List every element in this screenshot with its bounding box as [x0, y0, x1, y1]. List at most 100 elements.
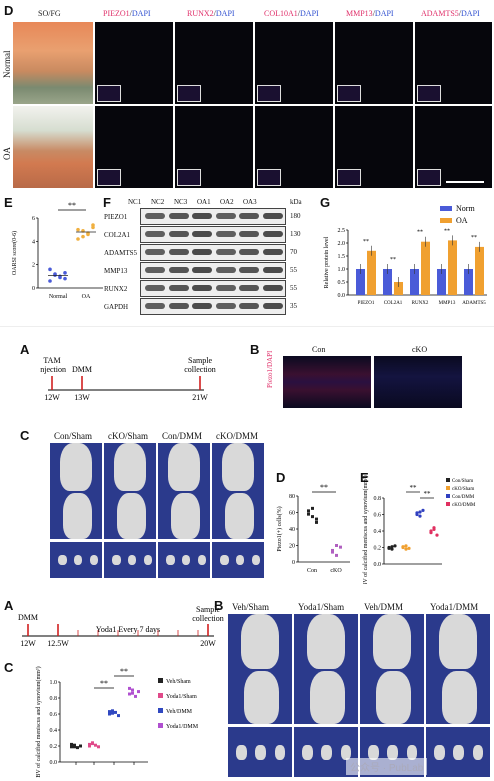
- femur: [240, 614, 280, 669]
- blot-band: [239, 213, 259, 219]
- scale-bar: [446, 181, 484, 183]
- blot-band: [168, 303, 189, 309]
- ct-header: Yoda1/Sham: [298, 602, 345, 612]
- data-point: [404, 547, 408, 551]
- sig-label: **: [410, 484, 418, 492]
- x-tick-label: OA: [82, 294, 91, 300]
- fig2-panel-label-c: C: [20, 428, 30, 443]
- data-point: [114, 710, 117, 714]
- if-con: [283, 356, 371, 408]
- kda-mark: 55: [290, 284, 297, 292]
- chart-e2: 0.0 0.2 0.4 0.6 0.8 BV of calcified meniscus …: [362, 475, 476, 584]
- marker-name: ADAMTS5: [421, 9, 459, 18]
- sig-label: **: [417, 230, 423, 236]
- y-tick-label: 0.2: [374, 546, 382, 552]
- watermark: 公众号 · PubLab: [346, 758, 428, 775]
- if-normal-adamts5: [415, 22, 492, 104]
- if-header-con: Con: [312, 345, 326, 354]
- ct-knee-panel: [426, 614, 490, 724]
- x-tick-label: COL2A1: [384, 301, 403, 306]
- marker-sep: /: [129, 9, 132, 18]
- meniscus-fragment: [406, 744, 418, 760]
- ct-meniscus-panel: [212, 542, 264, 578]
- chart-g: 0.0 0.5 1.0 1.5 2.0 2.5 Relative protein level…: [324, 204, 487, 306]
- x-tick-label: MMP13: [439, 301, 456, 306]
- y-tick-label: 80: [289, 494, 295, 500]
- legend-swatch: [158, 723, 163, 728]
- marker-name: MMP13: [346, 9, 373, 18]
- meniscus-fragment: [127, 554, 137, 566]
- timeline-3: 12W 12.5W 20W DMM Yoda1 Every 7 days Sampleco…: [18, 605, 224, 648]
- tick-label: 20W: [200, 639, 216, 648]
- event-label: TAM: [43, 356, 60, 365]
- x-tick-label: cKO: [330, 568, 342, 574]
- blot-band: [145, 231, 165, 237]
- data-point: [131, 688, 134, 692]
- legend-swatch: [446, 494, 450, 498]
- x-tick-label: PIEZO1: [358, 301, 375, 306]
- y-tick-label: 0: [32, 286, 35, 292]
- y-tick-label: 0.8: [374, 496, 382, 502]
- sig-label: **: [320, 483, 328, 492]
- protein-label: PIEZO1: [104, 213, 128, 221]
- data-point: [111, 711, 114, 715]
- data-point: [401, 545, 405, 549]
- y-tick-label: 0.0: [50, 760, 58, 766]
- marker-sep: /: [297, 9, 301, 18]
- legend-swatch: [158, 678, 163, 683]
- meniscus-fragment: [472, 744, 484, 760]
- blot-band: [262, 303, 283, 309]
- blot-band: [192, 249, 212, 255]
- meniscus-fragment: [255, 744, 267, 760]
- kda-mark: 130: [290, 230, 301, 238]
- data-point: [111, 709, 114, 713]
- chart-e: 0 2 4 6 OARSI score(0-6) Normal OA **: [11, 201, 103, 300]
- meniscus-fragment: [197, 554, 207, 566]
- meniscus-fragment: [368, 744, 379, 760]
- tibia: [310, 671, 346, 724]
- if-oa-piezo1: [95, 106, 173, 188]
- data-point: [73, 745, 76, 749]
- data-point: [390, 545, 394, 549]
- if-header-cko: cKO: [412, 345, 428, 354]
- data-point: [435, 533, 439, 537]
- y-tick-label: 6: [32, 216, 35, 222]
- fig3-panel-label-c: C: [4, 660, 14, 675]
- data-point: [79, 744, 82, 748]
- meniscus-fragment: [143, 554, 153, 566]
- legend-label: OA: [456, 216, 468, 225]
- bar: [356, 269, 365, 295]
- meniscus-fragment: [453, 744, 465, 760]
- dapi-label: DAPI: [300, 9, 319, 18]
- femur: [222, 443, 254, 491]
- y-tick-label: 2: [32, 263, 35, 269]
- legend-label: Veh/DMM: [166, 709, 193, 715]
- y-axis-label: Relative protein level: [324, 236, 330, 288]
- protein-label: ADAMTS5: [104, 249, 138, 257]
- legend-swatch: [440, 206, 452, 211]
- data-point: [335, 553, 338, 557]
- data-point: [311, 506, 314, 510]
- tibia: [225, 492, 254, 539]
- data-point: [418, 510, 422, 514]
- blot-band: [215, 249, 236, 255]
- ct-knee-panel: [360, 614, 424, 724]
- y-tick-label: 1.0: [338, 267, 346, 273]
- data-point: [88, 744, 91, 748]
- blot-strip: [140, 226, 286, 243]
- blot-band: [239, 249, 259, 255]
- event-label: injection: [40, 365, 66, 374]
- ct-knee-panel: [212, 443, 264, 539]
- blot-band: [145, 213, 165, 219]
- data-point: [393, 544, 397, 548]
- data-point: [53, 273, 57, 277]
- data-point: [94, 743, 97, 747]
- marker-name: PIEZO1: [103, 9, 130, 18]
- event-label: Sample: [188, 356, 212, 365]
- femur: [168, 443, 200, 491]
- ct-header: cKO/Sham: [108, 431, 148, 441]
- marker-name: COL10A1: [264, 9, 298, 18]
- marker-header-3: MMP13/DAPI: [346, 9, 394, 18]
- ct-meniscus-panel: [158, 542, 210, 578]
